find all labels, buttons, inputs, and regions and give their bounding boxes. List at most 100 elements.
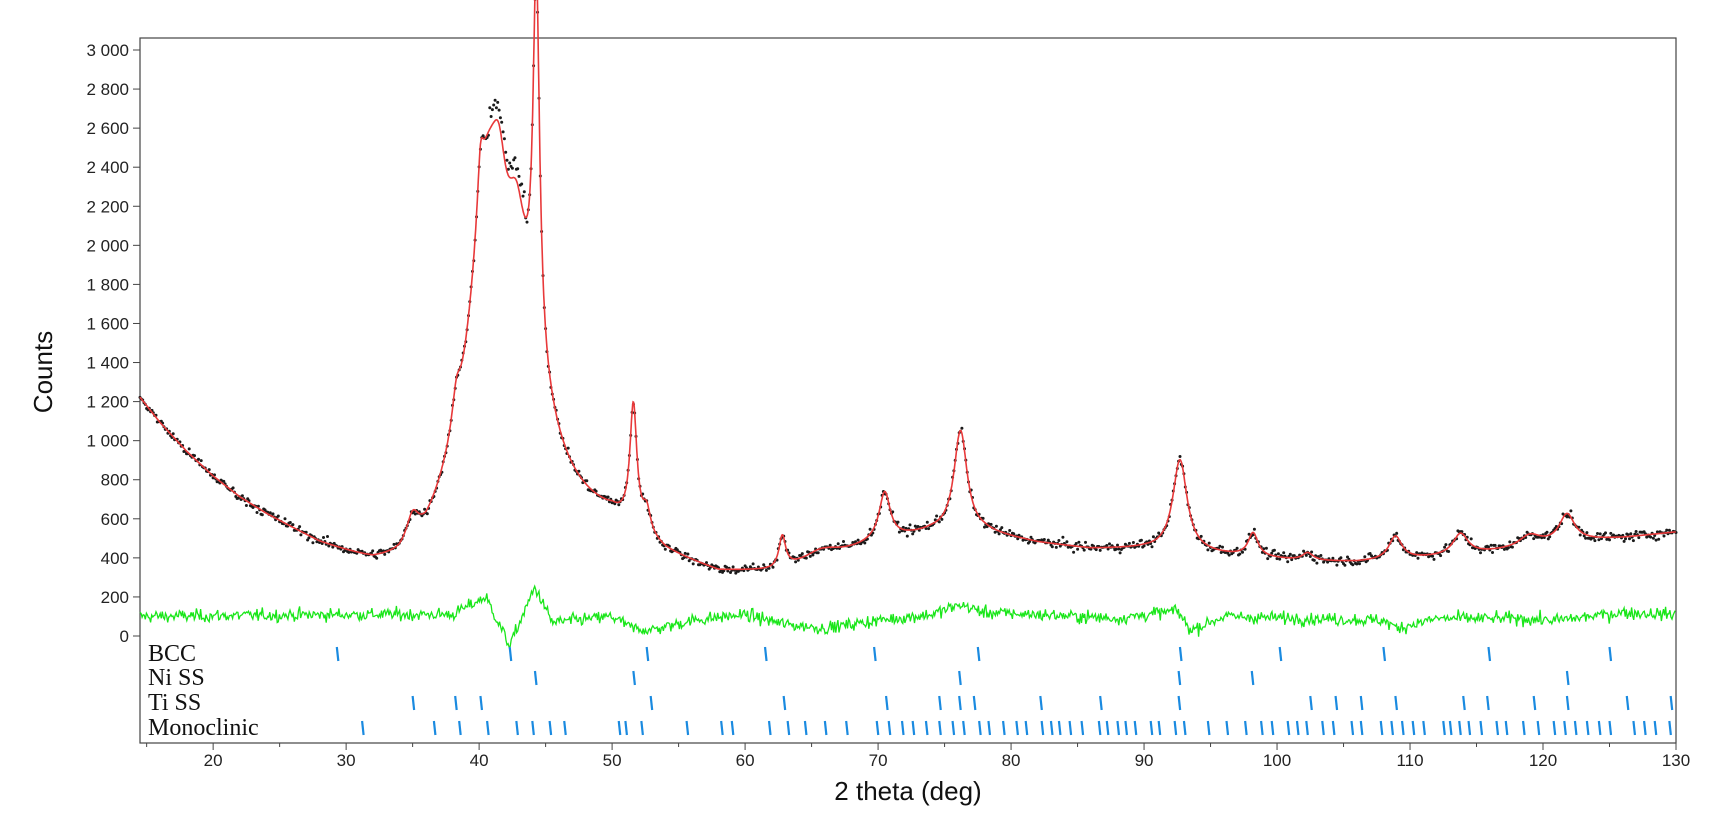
- observed-point: [1593, 539, 1597, 543]
- reflection-tick: [1625, 695, 1630, 711]
- reflection-tick: [411, 695, 416, 711]
- observed-point: [240, 494, 244, 498]
- observed-point: [927, 527, 931, 531]
- observed-point: [1624, 537, 1627, 541]
- reflection-tick: [1177, 695, 1182, 711]
- y-tick-label: 3 000: [86, 41, 129, 60]
- observed-point: [1054, 545, 1058, 549]
- reflection-tick: [1173, 720, 1178, 736]
- calculated-profile: [139, 0, 1676, 571]
- reflection-tick: [1225, 720, 1230, 736]
- reflection-tick: [1039, 695, 1043, 711]
- y-axis: 0 200 400 600 800 1 000 1 200 1 400 1 600 1 800 2 …: [86, 41, 140, 646]
- observed-point: [1629, 532, 1633, 536]
- reflection-tick: [1068, 720, 1073, 736]
- reflection-tick: [1015, 720, 1019, 736]
- observed-point: [271, 512, 275, 516]
- observed-point: [1061, 535, 1065, 539]
- observed-point: [1443, 545, 1447, 549]
- reflection-tick: [1467, 720, 1472, 736]
- observed-point: [1657, 537, 1661, 541]
- observed-point: [1651, 536, 1655, 540]
- reflection-tick: [730, 720, 735, 736]
- observed-point: [1649, 535, 1653, 539]
- observed-point: [1578, 533, 1582, 537]
- reflection-tick: [479, 695, 484, 711]
- observed-point: [981, 516, 985, 520]
- observed-point: [1416, 556, 1420, 560]
- reflection-tick: [1157, 720, 1162, 736]
- phase-label-ti-ss: Ti SS: [148, 690, 201, 716]
- observed-point: [691, 562, 695, 566]
- reflection-tick: [454, 695, 458, 711]
- difference-curve: [139, 584, 1676, 649]
- reflection-tick: [978, 720, 982, 736]
- observed-point: [1444, 543, 1448, 547]
- y-tick-label: 600: [101, 510, 129, 529]
- x-tick-label: 90: [1135, 751, 1154, 770]
- observed-point: [1665, 528, 1669, 532]
- y-tick-label: 1 400: [86, 354, 129, 373]
- observed-point: [520, 182, 524, 186]
- observed-point: [307, 536, 311, 540]
- observed-point: [1282, 551, 1286, 555]
- observed-point: [1012, 532, 1016, 536]
- reflection-tick: [1573, 720, 1578, 736]
- reflection-tick: [685, 720, 690, 736]
- observed-point: [513, 156, 517, 160]
- observed-point: [1077, 540, 1081, 544]
- observed-point: [496, 100, 500, 104]
- observed-point: [327, 544, 331, 548]
- observed-point: [1142, 544, 1146, 548]
- observed-point: [1207, 541, 1211, 545]
- observed-point: [901, 525, 905, 529]
- observed-point: [1415, 551, 1419, 555]
- observed-point: [800, 552, 804, 556]
- observed-point: [1076, 547, 1080, 551]
- observed-point: [1368, 552, 1372, 555]
- reflection-tick: [1001, 720, 1006, 736]
- observed-point: [1050, 545, 1054, 549]
- observed-point: [683, 551, 687, 555]
- reflection-tick: [632, 670, 636, 686]
- reflection-tick: [1331, 720, 1336, 736]
- reflection-tick: [958, 670, 962, 686]
- phase-label-monoclinic: Monoclinic: [148, 715, 259, 741]
- observed-point: [1612, 533, 1615, 537]
- observed-point: [1335, 563, 1339, 567]
- reflection-tick: [1532, 695, 1537, 711]
- observed-point: [1206, 548, 1210, 552]
- observed-point: [916, 525, 920, 528]
- reflection-tick: [360, 720, 365, 736]
- observed-point: [1609, 531, 1613, 535]
- observed-point: [868, 527, 872, 531]
- reflection-tick: [1552, 720, 1557, 736]
- observed-point: [199, 459, 203, 463]
- observed-point: [911, 532, 915, 536]
- reflection-tick: [1149, 720, 1154, 736]
- observed-point: [1275, 557, 1279, 561]
- reflection-tick: [1504, 720, 1509, 736]
- observed-point: [1346, 555, 1349, 559]
- reflection-tick: [1411, 720, 1416, 736]
- observed-point: [505, 158, 509, 162]
- x-tick-label: 70: [869, 751, 888, 770]
- observed-point: [811, 553, 815, 557]
- reflection-tick: [1608, 646, 1613, 662]
- reflection-tick: [1479, 720, 1484, 736]
- observed-point: [808, 554, 812, 558]
- reflection-tick: [1390, 720, 1395, 736]
- reflection-tick: [1642, 720, 1647, 736]
- reflection-tick: [823, 720, 828, 736]
- observed-point: [1667, 528, 1671, 532]
- observed-point: [1114, 547, 1118, 551]
- x-tick-label: 60: [736, 751, 755, 770]
- observed-point: [331, 545, 335, 549]
- observed-point: [1278, 557, 1282, 561]
- observed-point: [606, 495, 610, 499]
- y-tick-label: 2 000: [86, 236, 129, 255]
- observed-point: [828, 543, 832, 547]
- observed-point: [1655, 530, 1659, 534]
- observed-point: [1634, 530, 1638, 533]
